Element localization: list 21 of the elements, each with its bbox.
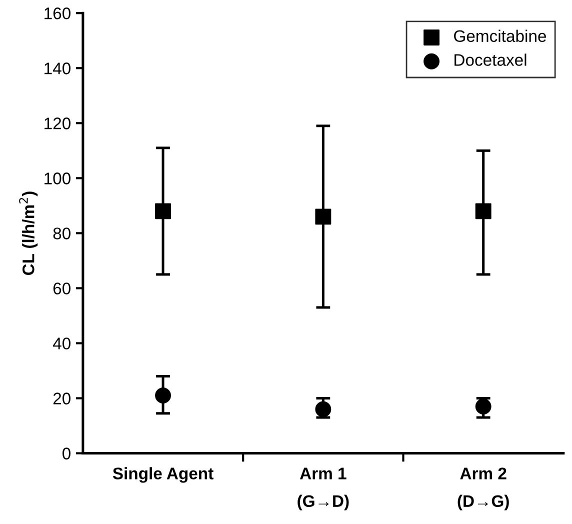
y-tick-label: 120 <box>44 118 70 130</box>
point <box>155 203 171 220</box>
point <box>315 401 332 418</box>
point <box>315 208 332 225</box>
y-tick-label: 20 <box>53 392 70 404</box>
x-tick-label: Arm 1 (G→D) <box>298 468 349 510</box>
x-tick-label: Arm 2 (D→G) <box>458 468 509 510</box>
point <box>475 398 492 414</box>
y-tick-label: 60 <box>53 282 70 294</box>
x-tick-label: Single Agent <box>112 467 214 483</box>
point <box>475 203 492 220</box>
y-tick-label: 80 <box>53 228 70 240</box>
y-tick-label: 140 <box>44 62 70 74</box>
y-tick-label: 100 <box>44 172 70 184</box>
y-tick-label: 40 <box>52 338 70 350</box>
y-axis-title: CL (l/h/m$^{2}$) <box>19 192 38 275</box>
y-tick-label: 0 <box>62 448 70 460</box>
legend-label: Gemcitabine <box>454 30 546 42</box>
y-tick-label: 160 <box>44 8 70 20</box>
legend-label: Docetaxel <box>454 54 526 66</box>
point <box>155 388 171 404</box>
